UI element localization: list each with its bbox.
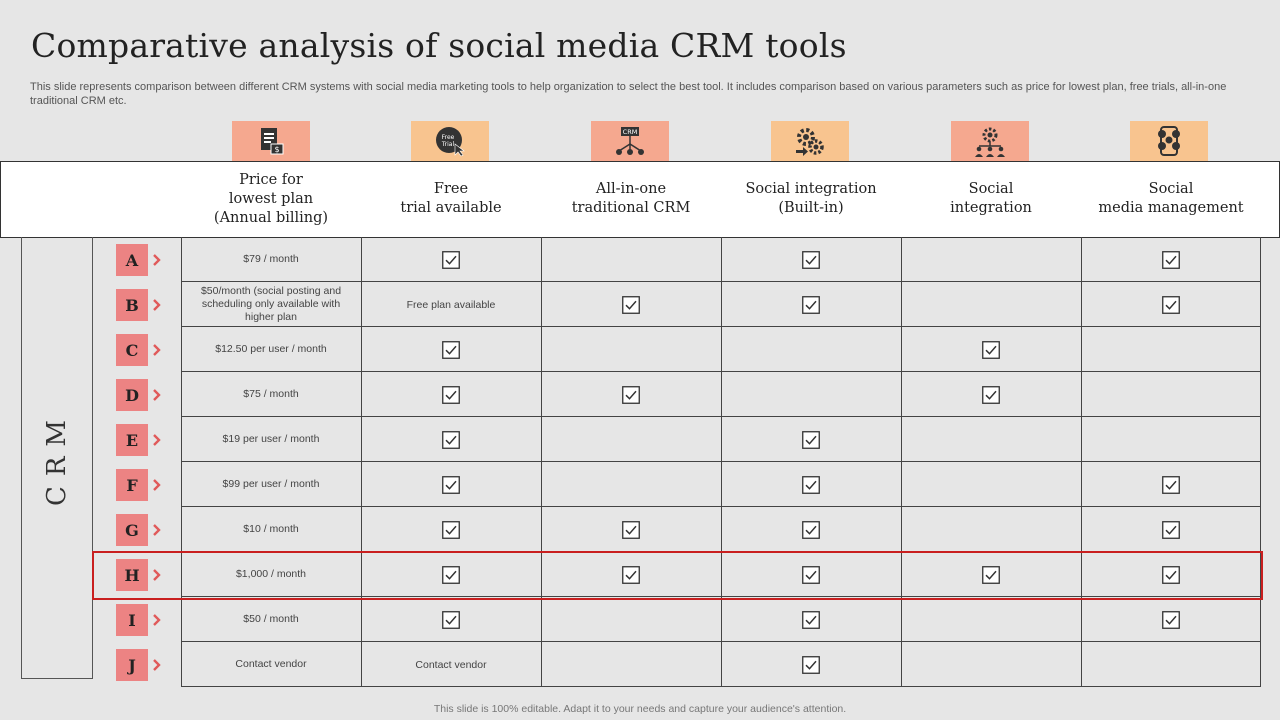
- check-icon: [802, 250, 820, 269]
- check-icon: [1162, 610, 1180, 629]
- check-icon: [442, 340, 460, 359]
- chevron-right-icon: [151, 388, 163, 402]
- svg-text:Trial: Trial: [441, 141, 455, 148]
- check-icon: [802, 655, 820, 674]
- chevron-right-icon: [151, 613, 163, 627]
- row-label-h: H: [116, 559, 148, 591]
- check-icon: [802, 475, 820, 494]
- check-icon: [802, 430, 820, 449]
- check-icon: [442, 250, 460, 269]
- row-label-g: G: [116, 514, 148, 546]
- crm-group-box: [21, 237, 93, 679]
- column-divider: [901, 237, 902, 687]
- check-icon: [982, 340, 1000, 359]
- crm-network-icon: CRM: [591, 121, 669, 161]
- row-label-f: F: [116, 469, 148, 501]
- price-cell: Contact vendor: [235, 658, 307, 670]
- price-cell: $99 per user / month: [222, 478, 320, 490]
- chevron-right-icon: [151, 253, 163, 267]
- row-label-b: B: [116, 289, 148, 321]
- price-cell: $19 per user / month: [222, 433, 320, 445]
- row-label-j: J: [116, 649, 148, 681]
- column-divider: [721, 237, 722, 687]
- slide-title: Comparative analysis of social media CRM…: [31, 26, 847, 65]
- check-icon: [1162, 250, 1180, 269]
- chevron-right-icon: [151, 478, 163, 492]
- check-icon: [1162, 475, 1180, 494]
- free-trial-icon: Free Trial: [411, 121, 489, 161]
- check-icon: [802, 295, 820, 314]
- crm-vertical-label: CRM: [21, 237, 93, 679]
- check-icon: [622, 385, 640, 404]
- check-icon: [442, 565, 460, 584]
- price-cell: $1,000 / month: [235, 568, 307, 580]
- column-header-1: Price for lowest plan (Annual billing): [213, 171, 329, 226]
- price-cell: $79 / month: [243, 253, 299, 265]
- chevron-right-icon: [151, 343, 163, 357]
- column-divider: [541, 237, 542, 687]
- social-media-icon: [1130, 121, 1208, 161]
- column-header-6: Social media management: [1098, 181, 1244, 216]
- price-cell: $50 / month: [243, 613, 299, 625]
- check-icon: [442, 520, 460, 539]
- check-icon: [1162, 565, 1180, 584]
- row-label-e: E: [116, 424, 148, 456]
- column-header-5: Social integration: [950, 181, 1032, 216]
- column-divider: [1260, 237, 1261, 687]
- chevron-right-icon: [151, 298, 163, 312]
- price-cell: $10 / month: [243, 523, 299, 535]
- highlighted-row-h: [92, 551, 1263, 600]
- check-icon: [982, 385, 1000, 404]
- chevron-right-icon: [151, 568, 163, 582]
- check-icon: [442, 475, 460, 494]
- check-icon: [982, 565, 1000, 584]
- svg-text:CRM: CRM: [623, 128, 638, 136]
- check-icon: [802, 520, 820, 539]
- document-price-icon: $: [232, 121, 310, 161]
- table-header-band: [0, 161, 1280, 238]
- social-people-icon: [951, 121, 1029, 161]
- column-divider: [361, 237, 362, 687]
- check-icon: [622, 520, 640, 539]
- svg-text:$: $: [274, 145, 279, 154]
- check-icon: [802, 610, 820, 629]
- slide-subtitle: This slide represents comparison between…: [30, 81, 1227, 107]
- row-label-a: A: [116, 244, 148, 276]
- check-icon: [1162, 520, 1180, 539]
- free-trial-cell-text: Free plan available: [406, 298, 496, 311]
- column-header-2: Free trial available: [400, 181, 502, 216]
- check-icon: [442, 385, 460, 404]
- check-icon: [442, 430, 460, 449]
- price-cell: $75 / month: [243, 388, 299, 400]
- price-cell: $50/month (social posting and scheduling…: [200, 285, 342, 323]
- row-label-i: I: [116, 604, 148, 636]
- row-label-d: D: [116, 379, 148, 411]
- chevron-right-icon: [151, 658, 163, 672]
- chevron-right-icon: [151, 523, 163, 537]
- gear-integration-icon: [771, 121, 849, 161]
- check-icon: [442, 610, 460, 629]
- check-icon: [622, 565, 640, 584]
- check-icon: [1162, 295, 1180, 314]
- column-divider: [1081, 237, 1082, 687]
- chevron-right-icon: [151, 433, 163, 447]
- svg-text:Free: Free: [442, 134, 455, 141]
- column-header-3: All-in-one traditional CRM: [571, 181, 691, 216]
- crm-label-text: CRM: [42, 409, 72, 507]
- slide-footer: This slide is 100% editable. Adapt it to…: [433, 703, 847, 715]
- check-icon: [622, 295, 640, 314]
- column-header-4: Social integration (Built-in): [745, 181, 877, 216]
- check-icon: [802, 565, 820, 584]
- price-cell: $12.50 per user / month: [215, 343, 327, 355]
- row-label-c: C: [116, 334, 148, 366]
- free-trial-cell-text: Contact vendor: [415, 658, 487, 671]
